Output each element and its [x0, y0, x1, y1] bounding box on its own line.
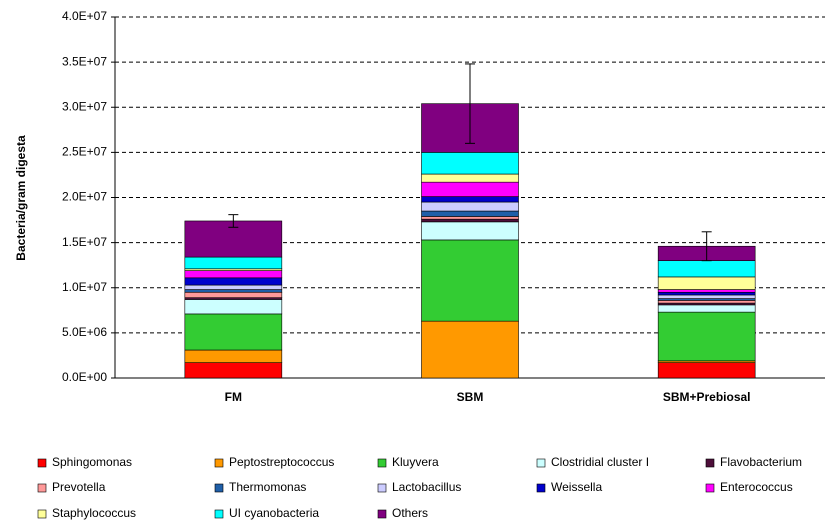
legend-swatch — [536, 458, 546, 468]
x-tick-label: FM — [225, 390, 242, 404]
legend-label: Thermomonas — [229, 480, 306, 494]
legend-swatch — [37, 509, 47, 519]
x-tick-label: SBM — [457, 390, 484, 404]
bar-segment — [657, 362, 756, 379]
bar-segment — [657, 294, 756, 299]
y-tick-label: 2.5E+07 — [62, 145, 107, 159]
y-tick-label: 3.0E+07 — [62, 99, 107, 113]
bar-segment — [184, 284, 283, 290]
bar-segment — [421, 216, 519, 220]
bar-segment — [657, 311, 756, 362]
bar-segment — [657, 276, 756, 290]
legend-label: Lactobacillus — [392, 480, 461, 494]
bar-segment — [184, 256, 283, 270]
legend-label: Flavobacterium — [720, 455, 802, 469]
legend-label: Staphylococcus — [52, 506, 136, 520]
error-bar — [228, 214, 239, 228]
y-tick-label: 5.0E+06 — [62, 325, 107, 339]
bar-segment — [184, 349, 283, 363]
bar-segment — [421, 181, 519, 197]
legend-label: UI cyanobacteria — [229, 506, 319, 520]
legend-swatch — [37, 483, 47, 493]
legend-label: Clostridial cluster I — [551, 455, 649, 469]
legend-swatch — [37, 458, 47, 468]
bar-segment — [184, 270, 283, 279]
bar-segment — [421, 173, 519, 183]
bar-segment — [184, 277, 283, 286]
bar-segment — [184, 362, 283, 379]
bar-segment — [184, 289, 283, 293]
legend-swatch — [705, 483, 715, 493]
bar-segment — [657, 304, 756, 313]
bar-segment — [421, 196, 519, 203]
legend-label: Weissella — [551, 480, 602, 494]
legend-label: Peptostreptococcus — [229, 455, 334, 469]
y-tick-label: 0.0E+00 — [62, 370, 107, 384]
bar-segment — [184, 313, 283, 351]
legend-swatch — [214, 458, 224, 468]
y-tick-label: 4.0E+07 — [62, 9, 107, 23]
bar-segment — [421, 320, 519, 379]
y-tick-label: 2.0E+07 — [62, 190, 107, 204]
bar-segment — [421, 218, 519, 223]
y-tick-label: 1.5E+07 — [62, 235, 107, 249]
legend-label: Enterococcus — [720, 480, 793, 494]
y-axis-label: Bacteria/gram digesta — [14, 135, 28, 261]
bar-segment — [184, 299, 283, 315]
bar-segment — [657, 300, 756, 304]
legend-swatch — [377, 483, 387, 493]
legend-swatch — [705, 458, 715, 468]
y-tick-label: 1.0E+07 — [62, 280, 107, 294]
y-tick-label: 3.5E+07 — [62, 54, 107, 68]
bar-segment — [421, 201, 519, 212]
legend-swatch — [377, 458, 387, 468]
bar-segment — [421, 210, 519, 217]
legend-swatch — [536, 483, 546, 493]
legend-swatch — [214, 509, 224, 519]
bar-segment — [421, 239, 519, 322]
bar-segment — [421, 152, 519, 175]
bar-segment — [421, 221, 519, 241]
error-bar — [701, 231, 712, 262]
legend-label: Kluyvera — [392, 455, 439, 469]
error-bar — [465, 63, 475, 144]
bar-segment — [657, 289, 756, 293]
legend-swatch — [377, 509, 387, 519]
bar-segment — [184, 291, 283, 298]
bar-segment — [657, 291, 756, 296]
legend-label: Sphingomonas — [52, 455, 132, 469]
legend-label: Others — [392, 506, 428, 520]
legend-swatch — [214, 483, 224, 493]
x-tick-label: SBM+Prebiosal — [663, 390, 751, 404]
legend-label: Prevotella — [52, 480, 106, 494]
bar-segment — [657, 260, 756, 278]
